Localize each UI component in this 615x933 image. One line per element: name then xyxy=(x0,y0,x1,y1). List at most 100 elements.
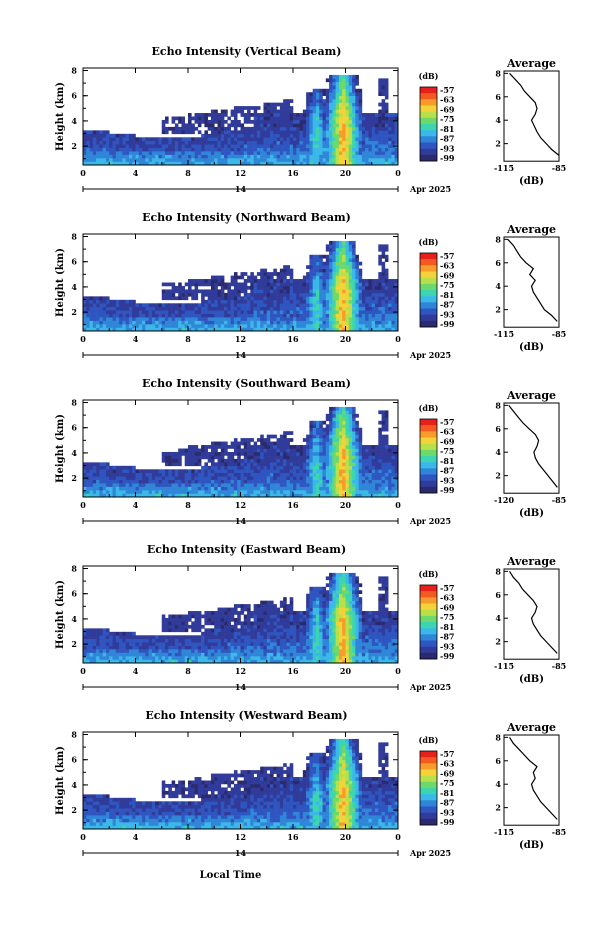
heatmap-cell xyxy=(126,134,130,138)
heatmap-cell xyxy=(224,155,228,159)
heatmap-cell xyxy=(244,324,248,328)
heatmap-cell xyxy=(362,455,366,459)
heatmap-cell xyxy=(329,452,333,456)
heatmap-cell xyxy=(168,625,172,629)
heatmap-cell xyxy=(178,455,182,459)
heatmap-cell xyxy=(83,155,87,159)
heatmap-cell xyxy=(152,639,156,643)
heatmap-cell xyxy=(90,310,94,314)
heatmap-cell xyxy=(116,635,120,639)
heatmap-cell xyxy=(168,289,172,293)
heatmap-cell xyxy=(300,113,304,117)
heatmap-cell xyxy=(313,303,317,307)
heatmap-cell xyxy=(306,265,310,269)
heatmap-cell xyxy=(303,110,307,114)
heatmap-cell xyxy=(191,449,195,453)
heatmap-cell xyxy=(221,137,225,141)
heatmap-cell xyxy=(158,480,162,484)
heatmap-cell xyxy=(86,296,90,300)
heatmap-cell xyxy=(214,286,218,290)
heatmap-cell xyxy=(132,317,136,321)
heatmap-cell xyxy=(378,262,382,266)
colorbar-swatch xyxy=(420,321,437,327)
heatmap-cell xyxy=(116,317,120,321)
heatmap-cell xyxy=(336,262,340,266)
panel-1: Echo Intensity (Vertical Beam)2468Height… xyxy=(55,45,566,194)
heatmap-cell xyxy=(323,438,327,442)
heatmap-cell xyxy=(99,144,103,148)
heatmap-cell xyxy=(273,445,277,449)
heatmap-cell xyxy=(319,476,323,480)
heatmap-cell xyxy=(178,307,182,311)
heatmap-cell xyxy=(283,269,287,273)
heatmap-cell xyxy=(372,321,376,325)
heatmap-cell xyxy=(313,96,317,100)
heatmap-cell xyxy=(306,296,310,300)
heatmap-cell xyxy=(309,134,313,138)
heatmap-cell xyxy=(116,321,120,325)
heatmap-cell xyxy=(277,445,281,449)
heatmap-cell xyxy=(250,445,254,449)
heatmap-cell xyxy=(352,324,356,328)
heatmap-cell xyxy=(309,279,313,283)
heatmap-cell xyxy=(201,476,205,480)
heatmap-cell xyxy=(355,75,359,79)
heatmap-cell xyxy=(260,113,264,117)
heatmap-cell xyxy=(316,272,320,276)
heatmap-cell xyxy=(155,639,159,643)
heatmap-cell xyxy=(113,487,117,491)
heatmap-cell xyxy=(270,283,274,287)
heatmap-cell xyxy=(368,130,372,134)
heatmap-cell xyxy=(250,459,254,463)
heatmap-cell xyxy=(290,269,294,273)
heatmap-cell xyxy=(237,110,241,114)
heatmap-cell xyxy=(149,144,153,148)
heatmap-cell xyxy=(198,151,202,155)
heatmap-cell xyxy=(342,452,346,456)
heatmap-cell xyxy=(391,158,395,162)
heatmap-cell xyxy=(178,469,182,473)
heatmap-cell xyxy=(267,293,271,297)
heatmap-cell xyxy=(352,151,356,155)
heatmap-cell xyxy=(316,151,320,155)
heatmap-cell xyxy=(326,283,330,287)
heatmap-cell xyxy=(280,279,284,283)
heatmap-cell xyxy=(300,480,304,484)
heatmap-cell xyxy=(375,321,379,325)
heatmap-cell xyxy=(241,459,245,463)
heatmap-cell xyxy=(267,279,271,283)
heatmap-cell xyxy=(365,476,369,480)
heatmap-cell xyxy=(355,117,359,121)
heatmap-cell xyxy=(391,466,395,470)
heatmap-cell xyxy=(119,632,123,636)
heatmap-cell xyxy=(352,279,356,283)
heatmap-cell xyxy=(178,324,182,328)
heatmap-cell xyxy=(368,300,372,304)
heatmap-cell xyxy=(250,487,254,491)
heatmap-cell xyxy=(368,469,372,473)
heatmap-cell xyxy=(119,642,123,646)
heatmap-cell xyxy=(178,642,182,646)
heatmap-cell xyxy=(237,148,241,152)
x-tick-label: 0 xyxy=(395,168,401,178)
heatmap-cell xyxy=(352,487,356,491)
heatmap-cell xyxy=(349,414,353,418)
heatmap-cell xyxy=(346,317,350,321)
heatmap-cell xyxy=(204,476,208,480)
heatmap-cell xyxy=(326,445,330,449)
heatmap-cell xyxy=(218,303,222,307)
heatmap-cell xyxy=(362,148,366,152)
colorbar-swatch xyxy=(420,438,437,444)
heatmap-cell xyxy=(306,435,310,439)
heatmap-cell xyxy=(96,144,100,148)
heatmap-cell xyxy=(234,490,238,494)
heatmap-cell xyxy=(254,480,258,484)
heatmap-cell xyxy=(155,649,159,653)
heatmap-cell xyxy=(375,113,379,117)
heatmap-cell xyxy=(218,445,222,449)
heatmap-cell xyxy=(191,483,195,487)
heatmap-cell xyxy=(165,459,169,463)
heatmap-cell xyxy=(349,445,353,449)
heatmap-cell xyxy=(342,445,346,449)
heatmap-cell xyxy=(191,144,195,148)
